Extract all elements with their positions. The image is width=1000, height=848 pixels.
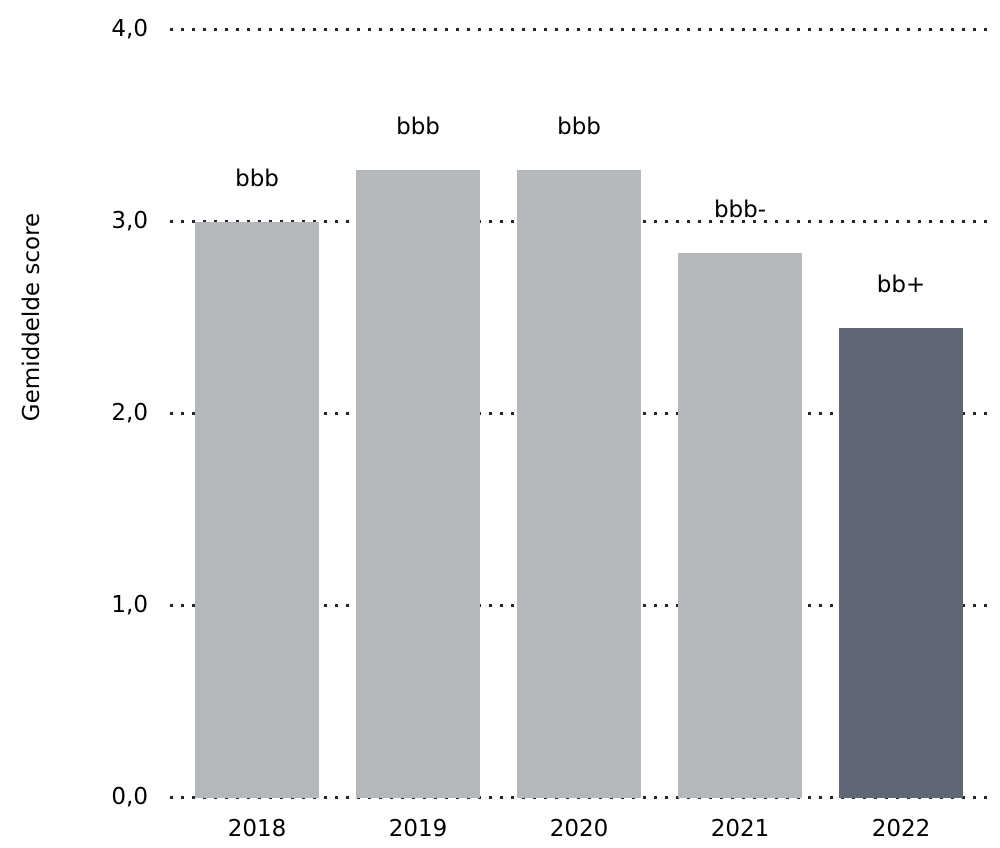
bar-value-label: bbb bbox=[235, 166, 279, 192]
y-tick-label: 3,0 bbox=[111, 208, 148, 234]
bar-2020 bbox=[517, 170, 641, 798]
bar-value-label: bbb bbox=[557, 114, 601, 140]
bar-2021 bbox=[678, 253, 802, 798]
bar-value-label: bb+ bbox=[876, 272, 926, 298]
bar-value-label: bbb bbox=[396, 114, 440, 140]
x-tick-label: 2020 bbox=[549, 816, 609, 842]
bar-2018 bbox=[195, 222, 319, 798]
bar-value-label: bbb- bbox=[713, 197, 767, 223]
bar-2019 bbox=[356, 170, 480, 798]
bar-2022 bbox=[839, 328, 963, 798]
y-tick-label: 2,0 bbox=[111, 400, 148, 426]
y-tick-label: 4,0 bbox=[111, 16, 148, 42]
gridline bbox=[170, 28, 995, 31]
x-tick-label: 2018 bbox=[227, 816, 287, 842]
x-tick-label: 2022 bbox=[871, 816, 931, 842]
x-tick-label: 2019 bbox=[388, 816, 448, 842]
y-tick-label: 0,0 bbox=[111, 784, 148, 810]
x-tick-label: 2021 bbox=[710, 816, 770, 842]
y-tick-label: 1,0 bbox=[111, 592, 148, 618]
